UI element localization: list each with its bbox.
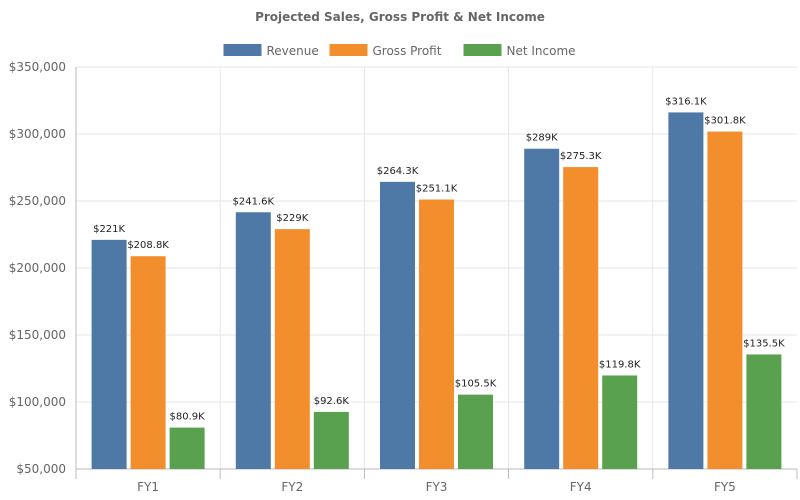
legend-label: Gross Profit (373, 44, 442, 58)
data-label: $264.3K (377, 166, 419, 177)
x-tick-label: FY1 (137, 480, 159, 494)
data-label: $221K (93, 224, 125, 235)
data-label: $135.5K (743, 338, 785, 349)
data-label: $208.8K (127, 240, 169, 251)
legend: Revenue Gross Profit Net Income (223, 44, 576, 58)
bar-net-income[interactable] (458, 394, 493, 469)
y-tick-label: $100,000 (9, 395, 66, 409)
y-tick-label: $300,000 (9, 127, 66, 141)
bars: $221K $241.6K $264.3K $289K $316.1K $208.8K $2… (91, 96, 785, 470)
legend-label: Net Income (507, 44, 576, 58)
x-tick-label: FY4 (570, 480, 592, 494)
bar-net-income[interactable] (602, 375, 638, 469)
bar-net-income[interactable] (313, 411, 349, 469)
bar-revenue[interactable] (91, 239, 127, 469)
x-tick-label: FY3 (426, 480, 448, 494)
y-tick-label: $250,000 (9, 194, 66, 208)
data-label: $80.9K (170, 412, 206, 423)
x-tick-label: FY2 (281, 480, 303, 494)
data-label: $229K (276, 213, 308, 224)
y-tick-label: $50,000 (16, 462, 66, 476)
bar-gross-profit[interactable] (563, 167, 599, 469)
legend-item-revenue[interactable]: Revenue (223, 44, 319, 58)
bar-revenue[interactable] (235, 212, 271, 470)
x-tick-label: FY5 (714, 480, 736, 494)
legend-swatch (463, 44, 502, 56)
data-label: $92.6K (314, 396, 350, 407)
data-label: $105.5K (455, 379, 497, 390)
legend-swatch (329, 44, 368, 56)
data-label: $251.1K (416, 184, 458, 195)
data-label: $241.6K (233, 196, 275, 207)
bar-gross-profit[interactable] (419, 199, 454, 469)
data-label: $119.8K (599, 359, 641, 370)
data-label: $289K (526, 133, 558, 144)
data-label: $301.8K (704, 116, 746, 127)
bar-gross-profit[interactable] (130, 256, 166, 469)
chart-title: Projected Sales, Gross Profit & Net Inco… (255, 10, 545, 24)
bar-gross-profit[interactable] (274, 229, 310, 469)
bar-revenue[interactable] (668, 112, 704, 470)
legend-item-gross-profit[interactable]: Gross Profit (329, 44, 442, 58)
y-tick-label: $350,000 (9, 60, 66, 74)
bar-net-income[interactable] (746, 354, 782, 469)
y-tick-label: $200,000 (9, 261, 66, 275)
bar-revenue[interactable] (524, 148, 560, 470)
data-label: $316.1K (665, 96, 707, 107)
legend-item-net-income[interactable]: Net Income (463, 44, 576, 58)
legend-swatch (223, 44, 262, 56)
legend-label: Revenue (267, 44, 319, 58)
bar-gross-profit[interactable] (707, 131, 743, 469)
bar-revenue[interactable] (380, 181, 415, 469)
y-tick-label: $150,000 (9, 328, 66, 342)
bar-net-income[interactable] (169, 427, 205, 469)
data-label: $275.3K (560, 151, 602, 162)
